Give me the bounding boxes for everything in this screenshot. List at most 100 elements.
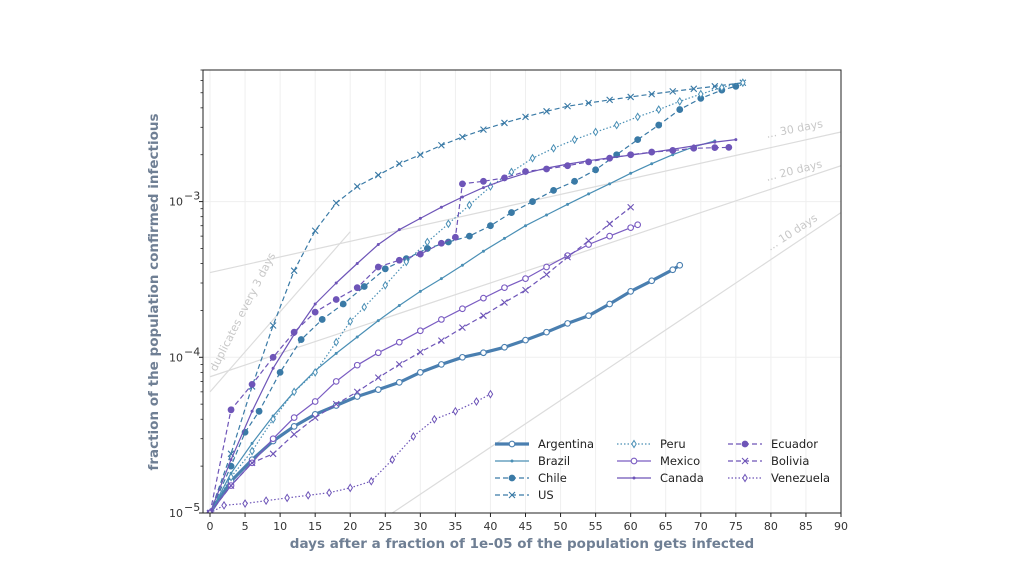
legend-label: Venezuela: [771, 471, 830, 485]
data-point: [311, 398, 319, 405]
data-point: [510, 459, 514, 463]
data-point: [290, 267, 298, 275]
data-point: [571, 135, 578, 145]
data-point: [313, 302, 317, 306]
x-tick-label: 80: [764, 520, 778, 533]
legend-label: Mexico: [660, 454, 700, 468]
data-point: [585, 158, 593, 166]
data-point: [524, 224, 528, 228]
data-point: [564, 252, 571, 259]
data-point: [655, 105, 662, 114]
series-line: [208, 263, 681, 513]
legend-item-canada: Canada: [617, 471, 704, 485]
data-point: [501, 119, 508, 127]
data-point: [206, 509, 214, 513]
legend-item-argentina: Argentina: [495, 437, 594, 451]
series-ecuador: [206, 143, 733, 513]
data-point: [459, 133, 466, 141]
data-point: [382, 280, 389, 290]
data-point: [741, 440, 749, 448]
data-point: [676, 106, 684, 113]
data-point: [671, 153, 675, 157]
data-point: [545, 213, 549, 217]
legend-item-bolivia: Bolivia: [728, 454, 809, 468]
data-point: [381, 265, 389, 273]
data-point: [522, 113, 529, 121]
data-point: [585, 237, 592, 245]
x-tick-label: 35: [448, 520, 462, 533]
legend-label: Canada: [660, 471, 704, 485]
data-point: [291, 387, 297, 397]
data-point: [606, 96, 614, 104]
series-line: [209, 224, 638, 513]
data-point: [418, 216, 422, 220]
data-point: [522, 168, 529, 175]
series-line: [209, 85, 736, 513]
series-line: [209, 82, 743, 513]
data-point: [248, 380, 256, 388]
data-point: [332, 199, 340, 207]
data-point: [725, 143, 733, 151]
data-point: [480, 177, 487, 185]
data-point: [438, 361, 445, 368]
data-point: [550, 186, 557, 194]
data-point: [502, 236, 506, 240]
data-point: [606, 154, 614, 162]
y-tick-label: 10: [169, 351, 183, 364]
data-point: [481, 249, 485, 253]
data-point: [290, 414, 298, 421]
data-point: [332, 402, 340, 409]
data-point: [305, 490, 311, 500]
legend-item-peru: Peru: [617, 437, 686, 451]
data-point: [397, 228, 401, 232]
data-point: [250, 409, 254, 413]
data-point: [629, 171, 633, 175]
data-point: [473, 397, 480, 406]
data-point: [452, 406, 459, 416]
data-point: [669, 147, 677, 154]
x-tick-label: 60: [624, 520, 638, 533]
data-point: [564, 253, 571, 261]
x-tick-label: 65: [659, 520, 673, 533]
data-point: [263, 496, 269, 506]
data-point: [508, 474, 516, 482]
x-tick-label: 10: [273, 520, 287, 533]
data-point: [347, 316, 354, 326]
data-point: [311, 227, 319, 235]
data-point: [416, 250, 424, 258]
data-point: [487, 222, 494, 230]
data-point: [648, 90, 656, 98]
data-point: [711, 144, 719, 152]
legend-label: Chile: [538, 471, 567, 485]
data-point: [481, 186, 485, 190]
data-point: [543, 271, 550, 278]
data-point: [592, 127, 599, 137]
data-point: [249, 446, 255, 456]
series-layer: [206, 78, 747, 513]
data-point: [290, 423, 298, 430]
data-point: [522, 275, 529, 282]
data-point: [269, 322, 277, 329]
data-point: [250, 441, 254, 445]
data-point: [466, 232, 473, 240]
data-point: [437, 337, 445, 344]
data-point: [374, 386, 382, 393]
data-point: [631, 439, 637, 449]
data-point: [312, 367, 318, 377]
data-point: [630, 457, 638, 465]
series-mexico: [206, 221, 642, 513]
data-point: [270, 414, 276, 424]
data-point: [480, 126, 487, 133]
data-point: [732, 82, 740, 90]
data-point: [606, 220, 614, 228]
data-point: [741, 457, 749, 465]
data-point: [376, 319, 380, 323]
reference-lines: [209, 131, 841, 513]
legend-label: Brazil: [538, 454, 570, 468]
data-point: [632, 476, 636, 480]
data-point: [437, 239, 445, 247]
data-point: [676, 261, 684, 269]
data-point: [332, 400, 340, 408]
data-point: [403, 257, 410, 267]
x-tick-label: 55: [589, 520, 603, 533]
